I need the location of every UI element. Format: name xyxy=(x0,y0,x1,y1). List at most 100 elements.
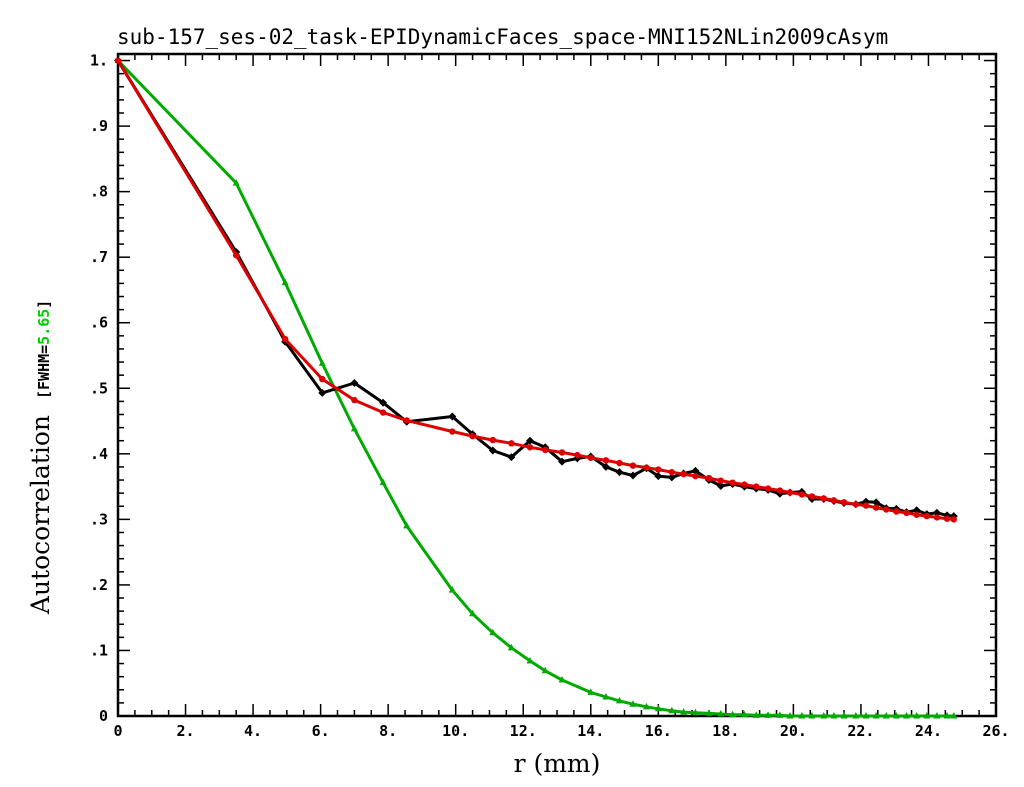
x-tick-label: 22. xyxy=(847,722,874,740)
x-tick-label: 14. xyxy=(577,722,604,740)
data-point xyxy=(403,521,411,529)
data-point xyxy=(893,508,900,515)
data-point xyxy=(488,446,497,455)
data-point xyxy=(705,474,713,482)
y-tick-label: .6 xyxy=(90,314,108,332)
data-point xyxy=(318,388,327,397)
data-point xyxy=(558,675,566,683)
data-point xyxy=(667,473,676,482)
data-point xyxy=(526,444,534,451)
y-tick-label: .8 xyxy=(90,183,108,201)
data-point xyxy=(351,396,358,404)
data-point xyxy=(752,711,760,718)
data-point xyxy=(933,514,941,521)
data-point xyxy=(350,379,359,388)
data-point xyxy=(923,512,930,520)
data-point xyxy=(808,493,816,500)
data-point xyxy=(691,708,699,716)
x-tick-labels: 0 2. 4. 6. 8. 10. 12. 14. 16. 18. 20. 22. 24. 26. xyxy=(113,722,1009,740)
series-layer xyxy=(114,56,958,719)
data-point xyxy=(950,516,957,523)
data-point xyxy=(350,424,358,432)
data-point xyxy=(615,468,624,477)
data-point xyxy=(872,712,880,719)
data-point xyxy=(587,454,594,461)
x-tick-label: 26. xyxy=(982,722,1009,740)
data-point xyxy=(525,436,534,445)
data-point xyxy=(526,656,534,664)
data-point xyxy=(602,457,610,464)
x-tick-label: 18. xyxy=(712,722,739,740)
x-tick-label: 24. xyxy=(915,722,942,740)
data-point xyxy=(232,179,240,186)
data-point xyxy=(489,628,497,636)
data-point xyxy=(281,278,289,286)
data-point xyxy=(705,709,713,716)
data-point xyxy=(729,479,736,486)
data-point xyxy=(602,692,610,700)
data-point xyxy=(318,359,326,366)
y-tick-labels: 0 .1 .2 .3 .4 .5 .6 .7 .8 .9 1. xyxy=(90,52,108,725)
chart-title: sub-157_ses-02_task-EPIDynamicFaces_spac… xyxy=(117,25,888,49)
data-point xyxy=(114,57,122,64)
data-point xyxy=(691,466,700,475)
data-point xyxy=(808,712,816,719)
data-point xyxy=(903,712,911,719)
data-point xyxy=(469,609,477,617)
data-point xyxy=(840,499,848,506)
y-tick-label: .1 xyxy=(90,641,108,659)
data-point xyxy=(943,515,951,522)
data-point xyxy=(680,708,688,715)
y-tick-label: 0 xyxy=(99,707,108,725)
axis-ticks xyxy=(117,54,997,717)
data-point xyxy=(643,464,650,471)
data-point xyxy=(913,511,920,518)
data-point xyxy=(913,712,921,719)
data-point xyxy=(558,449,566,456)
series-line xyxy=(116,59,954,718)
data-point xyxy=(717,477,724,484)
data-point xyxy=(776,487,784,494)
data-point xyxy=(379,478,387,486)
data-point xyxy=(232,252,240,259)
data-point xyxy=(507,453,516,462)
fwhm-value: 5.65 xyxy=(35,309,53,345)
y-tick-label: .7 xyxy=(90,248,108,266)
data-point xyxy=(489,436,497,444)
data-point xyxy=(820,712,828,719)
series-circle xyxy=(114,57,957,523)
x-tick-label: 0 xyxy=(113,722,122,740)
y-tick-label: .4 xyxy=(90,445,108,463)
data-point xyxy=(449,428,456,435)
fwhm-annotation: [FWHM=5.65] xyxy=(35,300,53,399)
data-point xyxy=(753,483,760,490)
data-point xyxy=(862,712,870,719)
data-point xyxy=(654,472,663,481)
data-point xyxy=(716,481,725,490)
data-point xyxy=(840,712,848,719)
x-tick-label: 16. xyxy=(645,722,672,740)
data-point xyxy=(883,506,890,513)
data-point xyxy=(882,712,890,719)
data-point xyxy=(830,497,838,504)
y-axis-label-group: Autocorrelation [FWHM=5.65] xyxy=(26,300,55,615)
x-axis-label: r (mm) xyxy=(514,749,601,778)
data-point xyxy=(668,468,676,476)
data-point xyxy=(629,700,637,707)
data-point xyxy=(786,712,794,719)
data-point xyxy=(798,491,806,498)
y-tick-label: .3 xyxy=(90,510,108,528)
x-tick-label: 20. xyxy=(780,722,807,740)
data-point xyxy=(740,710,748,718)
data-point xyxy=(912,506,921,515)
fwhm-suffix: ] xyxy=(35,300,53,309)
data-point xyxy=(741,481,748,488)
data-point xyxy=(872,504,880,511)
x-tick-label: 10. xyxy=(442,722,469,740)
data-point xyxy=(680,470,687,478)
data-point xyxy=(616,459,623,467)
data-point xyxy=(379,409,387,416)
data-point xyxy=(541,446,549,454)
data-point xyxy=(830,712,838,719)
